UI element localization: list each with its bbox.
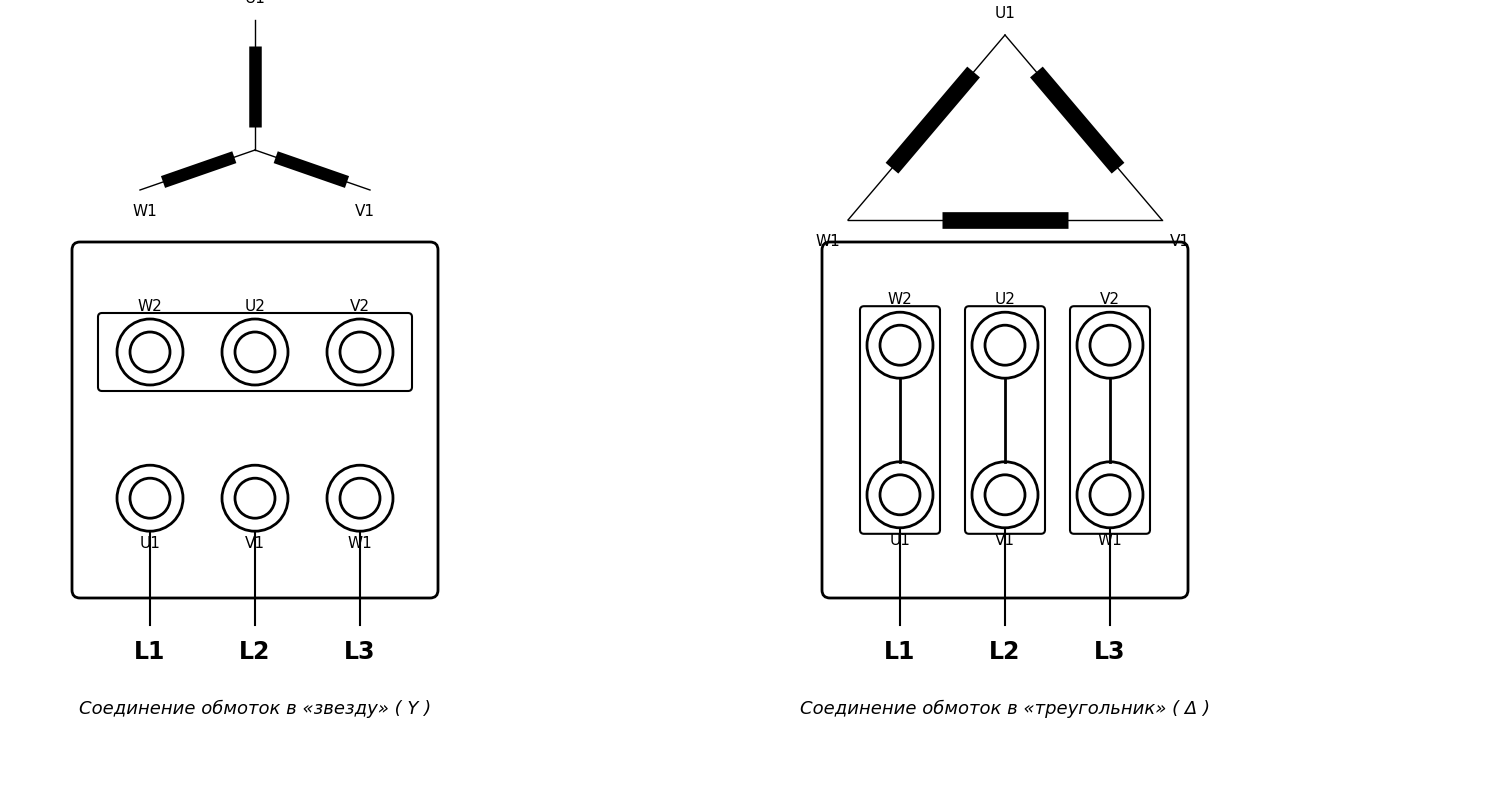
Text: U1: U1 xyxy=(140,536,160,551)
Text: U2: U2 xyxy=(244,299,266,314)
Text: V2: V2 xyxy=(350,299,370,314)
Text: V1: V1 xyxy=(1170,234,1190,249)
Text: L1: L1 xyxy=(885,640,915,664)
Text: Соединение обмоток в «треугольник» ( Δ ): Соединение обмоток в «треугольник» ( Δ ) xyxy=(800,700,1210,718)
FancyBboxPatch shape xyxy=(964,306,1046,534)
FancyBboxPatch shape xyxy=(1070,306,1150,534)
Text: U1: U1 xyxy=(244,0,266,6)
Text: U1: U1 xyxy=(994,6,1016,21)
Text: L3: L3 xyxy=(1094,640,1125,664)
Text: U1: U1 xyxy=(890,533,910,548)
Text: L1: L1 xyxy=(135,640,165,664)
Text: V2: V2 xyxy=(1100,292,1120,307)
FancyBboxPatch shape xyxy=(859,306,940,534)
Text: V1: V1 xyxy=(994,533,1016,548)
Text: W2: W2 xyxy=(138,299,162,314)
Text: L2: L2 xyxy=(240,640,270,664)
Text: V1: V1 xyxy=(356,204,375,219)
Text: W1: W1 xyxy=(132,204,158,219)
Text: W2: W2 xyxy=(888,292,912,307)
Text: Соединение обмоток в «звезду» ( Y ): Соединение обмоток в «звезду» ( Y ) xyxy=(80,700,430,718)
FancyBboxPatch shape xyxy=(822,242,1188,598)
Text: V1: V1 xyxy=(244,536,266,551)
Text: L2: L2 xyxy=(990,640,1020,664)
FancyBboxPatch shape xyxy=(98,313,413,391)
Text: W1: W1 xyxy=(348,536,372,551)
FancyBboxPatch shape xyxy=(72,242,438,598)
Text: L3: L3 xyxy=(344,640,375,664)
Text: W1: W1 xyxy=(816,234,840,249)
Text: U2: U2 xyxy=(994,292,1016,307)
Text: W1: W1 xyxy=(1098,533,1122,548)
